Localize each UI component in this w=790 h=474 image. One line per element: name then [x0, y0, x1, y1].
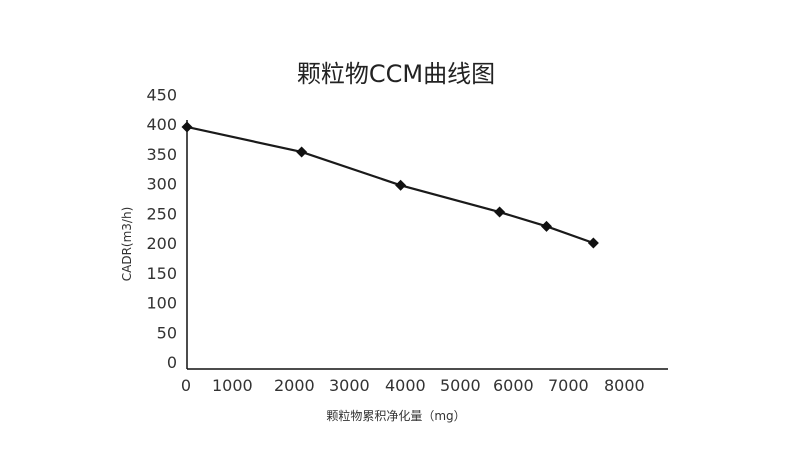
y-tick-label: 350 — [146, 145, 177, 164]
y-tick-label: 0 — [167, 353, 177, 372]
y-tick-label: 100 — [146, 294, 177, 313]
x-tick-label: 4000 — [385, 376, 426, 395]
chart-title: 颗粒物CCM曲线图 — [297, 60, 495, 88]
y-tick-label: 250 — [146, 204, 177, 223]
data-point-marker — [181, 121, 193, 133]
x-tick-label: 1000 — [212, 376, 253, 395]
x-tick-label: 3000 — [329, 376, 370, 395]
x-tick-label: 0 — [181, 376, 191, 395]
data-point-marker — [296, 146, 308, 158]
y-tick-label: 450 — [146, 85, 177, 104]
x-axis-label: 颗粒物累积净化量（mg） — [326, 408, 465, 423]
x-tick-labels: 0 1000 2000 3000 4000 5000 6000 7000 8000 — [181, 376, 645, 395]
data-point-marker — [395, 179, 407, 191]
y-tick-label: 400 — [146, 115, 177, 134]
series-layer — [181, 121, 599, 249]
x-tick-label: 6000 — [493, 376, 534, 395]
series-line — [186, 125, 594, 245]
data-point-marker — [540, 220, 552, 232]
y-axis-label: CADR(m3/h) — [120, 207, 134, 282]
data-point-marker — [494, 206, 506, 218]
y-tick-label: 150 — [146, 264, 177, 283]
x-tick-label: 5000 — [440, 376, 481, 395]
y-tick-label: 300 — [146, 175, 177, 194]
data-point-marker — [587, 237, 599, 249]
y-tick-labels: 0 50 100 150 200 250 300 350 400 450 — [146, 85, 177, 372]
y-tick-label: 200 — [146, 234, 177, 253]
x-tick-label: 2000 — [274, 376, 315, 395]
x-tick-label: 7000 — [548, 376, 589, 395]
x-tick-label: 8000 — [604, 376, 645, 395]
y-tick-label: 50 — [157, 323, 177, 342]
